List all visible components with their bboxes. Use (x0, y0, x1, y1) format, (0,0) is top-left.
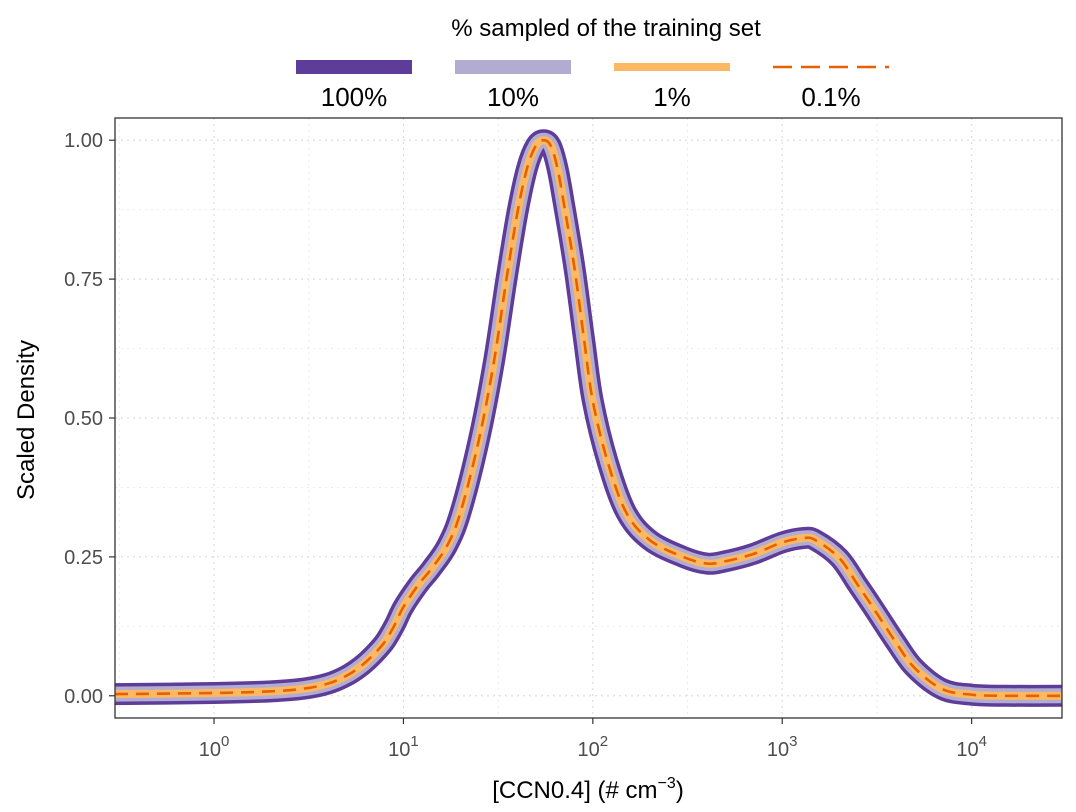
x-tick-label: 100 (199, 733, 230, 761)
legend-title: % sampled of the training set (451, 15, 761, 42)
x-axis-title: [CCN0.4] (# cm−3) (492, 775, 684, 804)
y-tick-label: 0.25 (64, 547, 103, 569)
x-tick-label: 102 (578, 733, 609, 761)
x-tick-base: 10 (767, 739, 789, 761)
x-axis-title-main: [CCN0.4] (# cm (492, 777, 657, 804)
y-tick-label: 1.00 (64, 130, 103, 152)
x-tick-base: 10 (388, 739, 410, 761)
y-tick-label: 0.00 (64, 686, 103, 708)
x-tick-label: 101 (388, 733, 419, 761)
x-tick-base: 10 (578, 739, 600, 761)
y-axis: 0.00 0.25 0.50 0.75 1.00 (64, 130, 115, 708)
y-axis-title: Scaled Density (13, 340, 40, 500)
series-layer (114, 129, 1063, 707)
y-tick-label: 0.50 (64, 408, 103, 430)
x-axis-title-sup: −3 (658, 775, 676, 792)
x-tick-exponent: 0 (221, 733, 229, 750)
x-tick-label: 103 (767, 733, 798, 761)
x-axis-title-tail: ) (676, 777, 684, 804)
x-tick-base: 10 (199, 739, 221, 761)
legend-label: 100% (321, 82, 388, 112)
x-tick-exponent: 2 (600, 733, 608, 750)
series-line-0-1-pct (114, 138, 1063, 698)
legend: 100% 10% 1% 0.1% (296, 60, 889, 112)
x-tick-exponent: 4 (979, 733, 987, 750)
x-axis: 100 101 102 103 104 (199, 718, 987, 761)
x-tick-exponent: 3 (789, 733, 797, 750)
legend-label: 0.1% (801, 82, 860, 112)
y-tick-label: 0.75 (64, 269, 103, 291)
x-tick-base: 10 (956, 739, 978, 761)
x-tick-label: 104 (956, 733, 987, 761)
legend-label: 1% (653, 82, 691, 112)
x-tick-exponent: 1 (410, 733, 418, 750)
legend-label: 10% (487, 82, 539, 112)
